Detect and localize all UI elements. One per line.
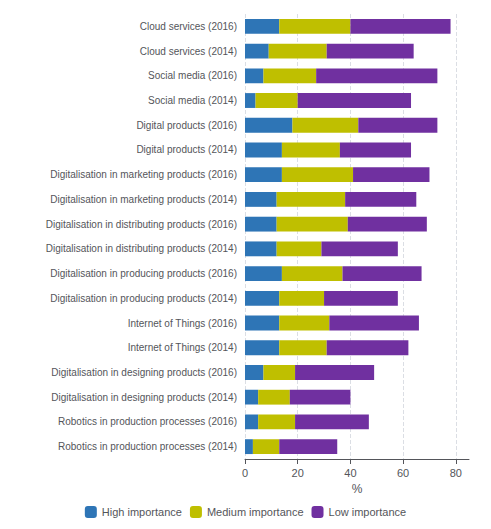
svg-text:Digitalisation in distributing: Digitalisation in distributing products … [46, 243, 237, 254]
svg-text:Digitalisation in designing pr: Digitalisation in designing products (20… [51, 367, 237, 378]
svg-text:Digitalisation in marketing pr: Digitalisation in marketing products (20… [50, 194, 237, 205]
svg-text:Medium importance: Medium importance [207, 506, 304, 518]
svg-text:Internet of Things (2014): Internet of Things (2014) [128, 342, 237, 353]
svg-text:80: 80 [450, 467, 462, 479]
svg-text:60: 60 [397, 467, 409, 479]
svg-text:Digitalisation in designing pr: Digitalisation in designing products (20… [51, 392, 237, 403]
svg-text:%: % [352, 482, 363, 496]
svg-text:Social media (2016): Social media (2016) [148, 70, 237, 81]
svg-text:Digitalisation in marketing pr: Digitalisation in marketing products (20… [50, 169, 237, 180]
svg-text:Low importance: Low importance [329, 506, 407, 518]
svg-text:Internet of Things (2016): Internet of Things (2016) [128, 318, 237, 329]
svg-text:Social media (2014): Social media (2014) [148, 95, 237, 106]
svg-text:High importance: High importance [102, 506, 182, 518]
svg-text:Digitalisation in distributing: Digitalisation in distributing products … [46, 219, 237, 230]
svg-text:40: 40 [344, 467, 356, 479]
svg-text:Digital products (2016): Digital products (2016) [136, 120, 237, 131]
svg-text:20: 20 [292, 467, 304, 479]
svg-text:Robotics in production process: Robotics in production processes (2014) [58, 441, 237, 452]
svg-text:Robotics in production process: Robotics in production processes (2016) [58, 416, 237, 427]
svg-text:Digital products (2014): Digital products (2014) [136, 144, 237, 155]
svg-text:Digitalisation in producing pr: Digitalisation in producing products (20… [50, 268, 237, 279]
svg-text:0: 0 [242, 467, 248, 479]
svg-text:Cloud services (2016): Cloud services (2016) [140, 21, 237, 32]
svg-text:Cloud services (2014): Cloud services (2014) [140, 46, 237, 57]
svg-text:Digitalisation in producing pr: Digitalisation in producing products (20… [50, 293, 237, 304]
